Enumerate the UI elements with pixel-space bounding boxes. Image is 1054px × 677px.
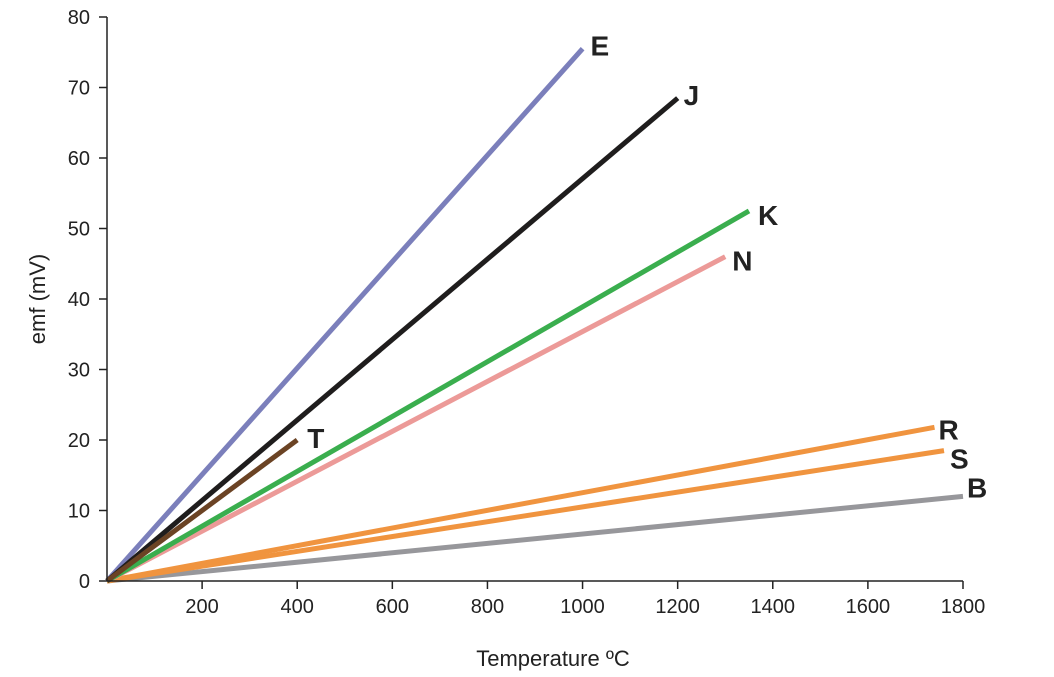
- series-label-r: R: [938, 414, 958, 445]
- y-tick-label: 0: [79, 571, 90, 593]
- x-axis-title: Temperature ºC: [476, 646, 630, 671]
- x-tick-label: 800: [471, 596, 504, 618]
- series-label-s: S: [950, 444, 969, 475]
- ticks-layer: 200 400 600 800 1000 1200 1400 1600 1800 0 10 20 30 4…: [68, 7, 986, 618]
- x-tick-label: 1200: [655, 596, 700, 618]
- y-tick-label: 10: [68, 501, 90, 523]
- y-tick-label: 50: [68, 219, 90, 241]
- series-line-b: [106, 493, 964, 584]
- series-line-e: [105, 47, 585, 583]
- series-line-j: [105, 96, 680, 583]
- y-tick-label: 30: [68, 360, 90, 382]
- y-tick-label: 60: [68, 148, 90, 170]
- series-label-n: N: [732, 246, 752, 277]
- y-tick-label: 70: [68, 78, 90, 100]
- x-tick-label: 1000: [560, 596, 605, 618]
- y-tick-label: 40: [68, 289, 90, 311]
- x-tick-label: 1400: [751, 596, 796, 618]
- y-axis-title: emf (mV): [25, 254, 50, 344]
- series-line-t: [105, 437, 299, 584]
- series-line-k: [105, 208, 751, 584]
- series-label-k: K: [758, 200, 778, 231]
- series-label-t: T: [307, 423, 324, 454]
- series-labels: E J KN T RSB: [307, 31, 987, 504]
- series-label-e: E: [591, 31, 610, 62]
- y-tick-label: 80: [68, 7, 90, 29]
- series-line-n: [105, 254, 727, 584]
- series-layer: [105, 47, 964, 584]
- x-tick-label: 1800: [941, 596, 986, 618]
- series-line-s: [106, 448, 945, 584]
- x-tick-label: 1600: [846, 596, 891, 618]
- x-tick-label: 600: [376, 596, 409, 618]
- series-line-r: [106, 424, 935, 584]
- series-label-j: J: [684, 80, 700, 111]
- series-label-b: B: [967, 472, 987, 503]
- x-tick-label: 200: [185, 596, 218, 618]
- x-tick-label: 400: [281, 596, 314, 618]
- y-tick-label: 20: [68, 430, 90, 452]
